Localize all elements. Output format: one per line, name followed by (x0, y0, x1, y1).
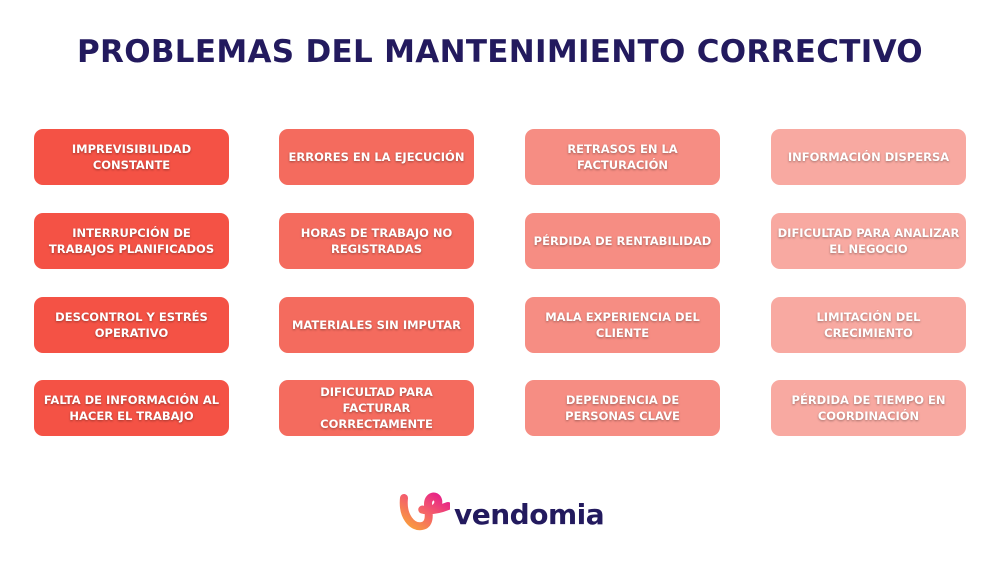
problem-card: INTERRUPCIÓN DE TRABAJOS PLANIFICADOS (34, 213, 229, 269)
problem-card: ERRORES EN LA EJECUCIÓN (279, 129, 474, 185)
problem-card: MATERIALES SIN IMPUTAR (279, 297, 474, 353)
logo-text: vendomia (454, 497, 605, 531)
problem-card: HORAS DE TRABAJO NO REGISTRADAS (279, 213, 474, 269)
problem-card: FALTA DE INFORMACIÓN AL HACER EL TRABAJO (34, 380, 229, 436)
problem-card: IMPREVISIBILIDAD CONSTANTE (34, 129, 229, 185)
problem-card: PÉRDIDA DE TIEMPO EN COORDINACIÓN (771, 380, 966, 436)
problem-card: DEPENDENCIA DE PERSONAS CLAVE (525, 380, 720, 436)
page-title: PROBLEMAS DEL MANTENIMIENTO CORRECTIVO (77, 34, 923, 70)
vendomia-logo: vendomia (398, 488, 605, 532)
problem-card: INFORMACIÓN DISPERSA (771, 129, 966, 185)
problem-card: DESCONTROL Y ESTRÉS OPERATIVO (34, 297, 229, 353)
problem-card: DIFICULTAD PARA ANALIZAR EL NEGOCIO (771, 213, 966, 269)
vendomia-logo-icon (399, 492, 450, 531)
problem-card: DIFICULTAD PARA FACTURAR CORRECTAMENTE (279, 380, 474, 436)
problem-card: PÉRDIDA DE RENTABILIDAD (525, 213, 720, 269)
problem-card: MALA EXPERIENCIA DEL CLIENTE (525, 297, 720, 353)
problem-card: LIMITACIÓN DEL CRECIMIENTO (771, 297, 966, 353)
problem-card: RETRASOS EN LA FACTURACIÓN (525, 129, 720, 185)
